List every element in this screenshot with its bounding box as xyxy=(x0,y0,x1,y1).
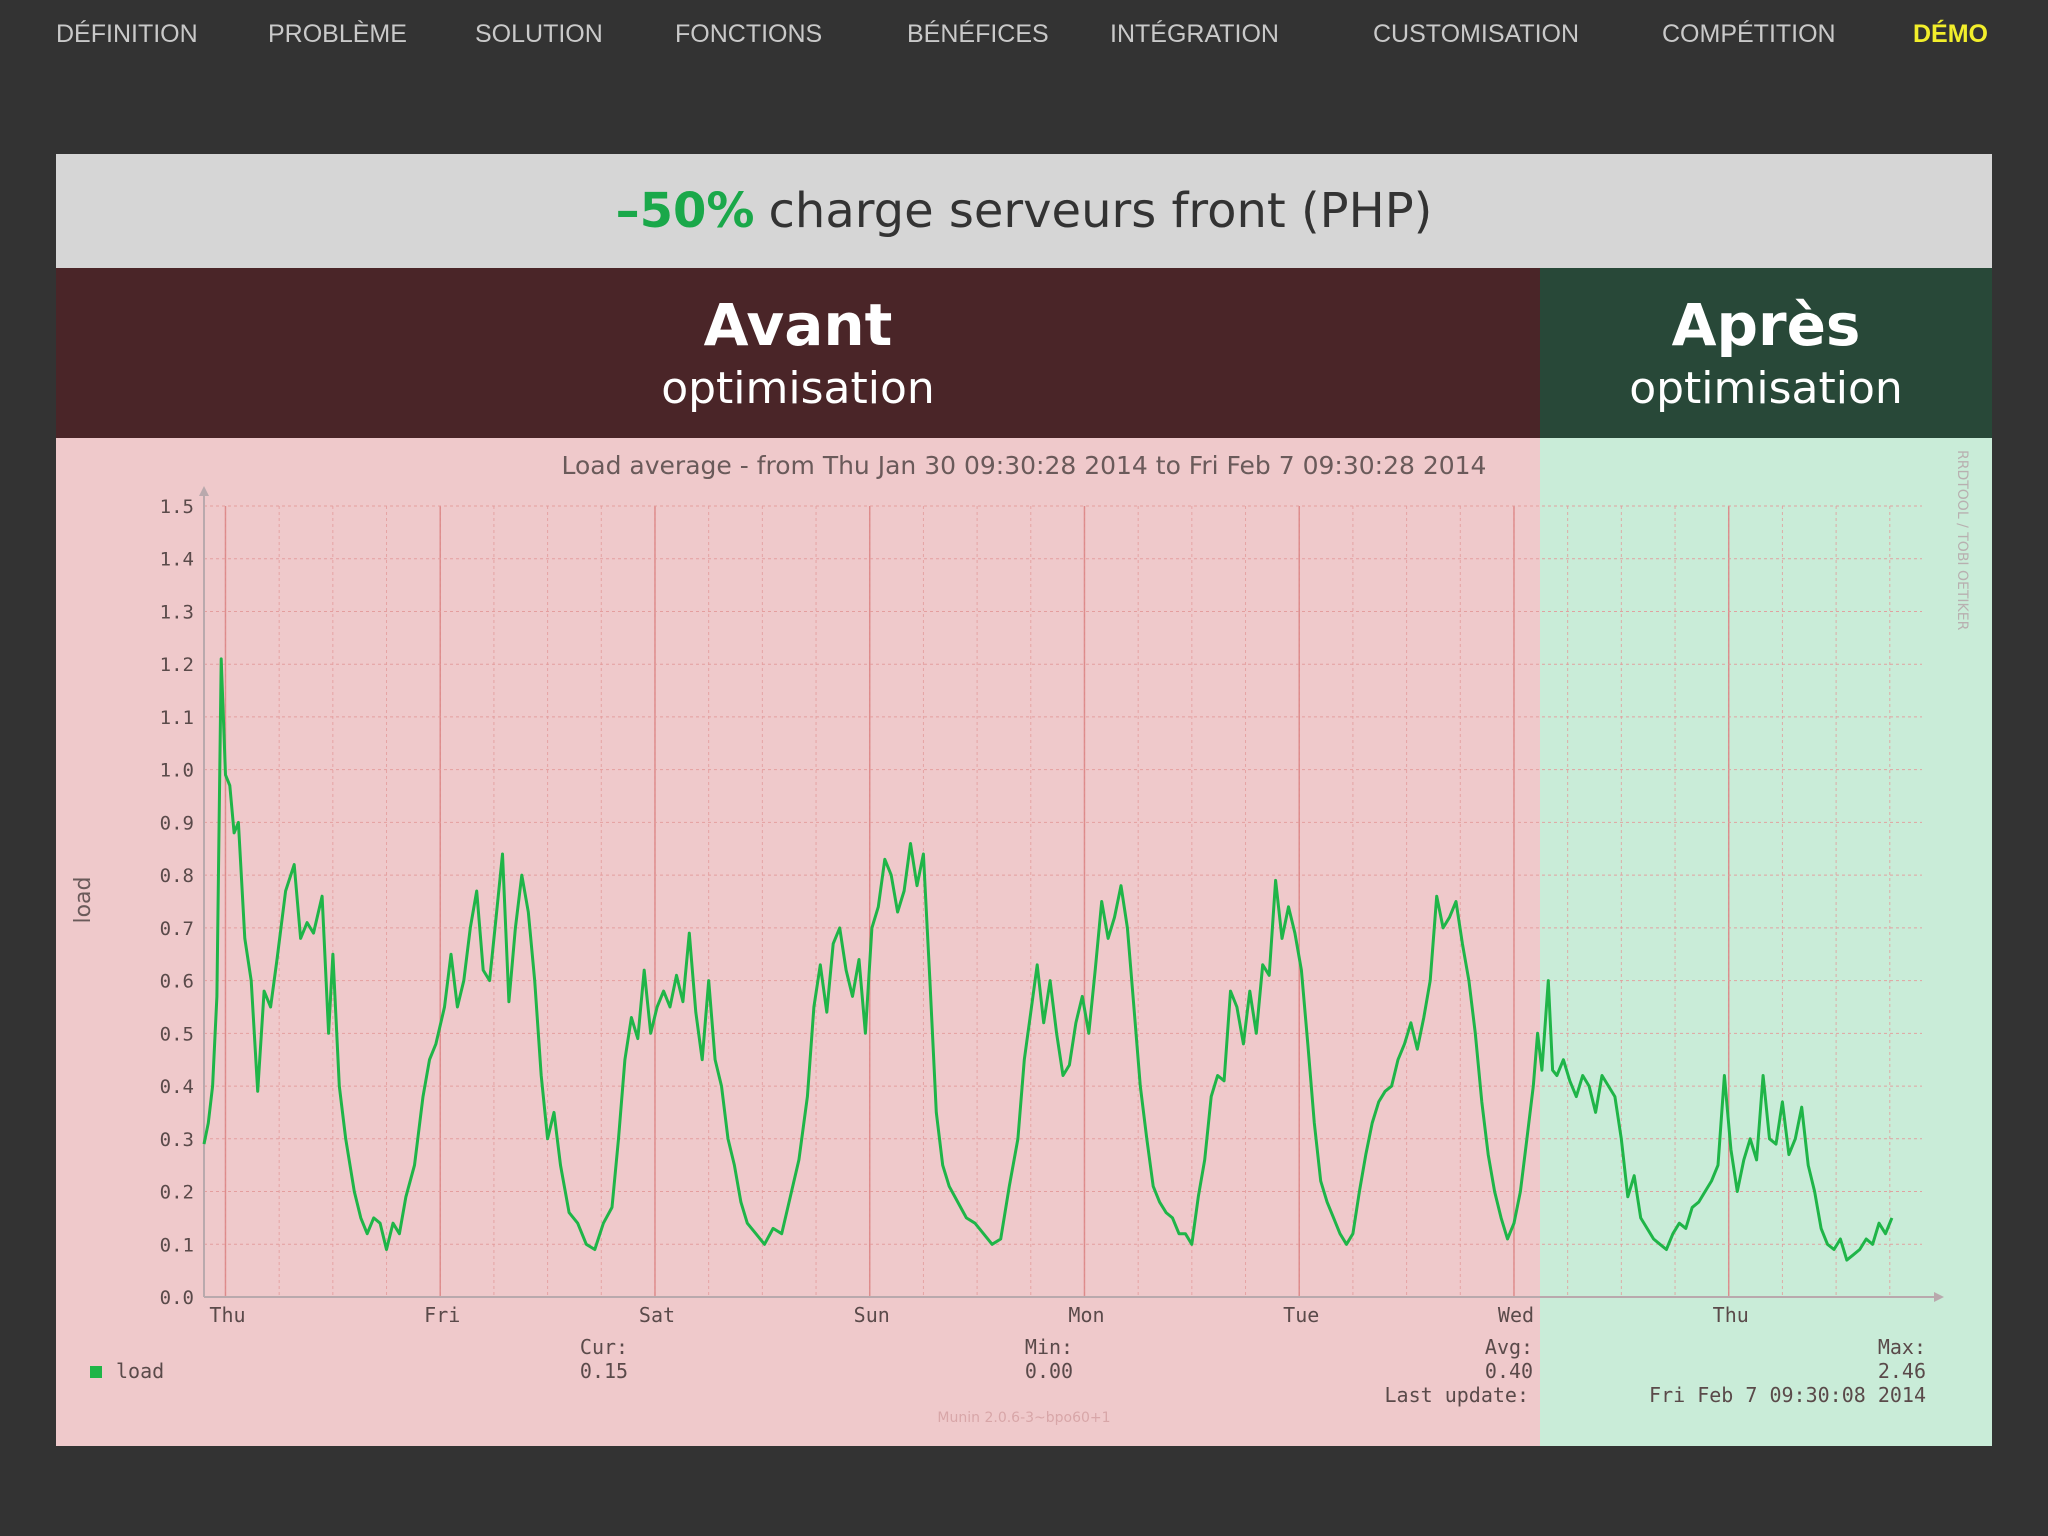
y-tick-label: 1.5 xyxy=(160,496,194,518)
phase-after-banner: Après optimisation xyxy=(1540,268,1992,438)
phase-after-title: Après xyxy=(1671,291,1861,359)
phase-before-subtitle: optimisation xyxy=(661,363,935,414)
series-line-load xyxy=(202,657,1894,1262)
y-tick-label: 1.3 xyxy=(160,601,194,623)
nav-item-probleme[interactable]: PROBLÈME xyxy=(268,20,407,48)
y-tick-label: 0.3 xyxy=(160,1129,194,1151)
legend-swatch-load xyxy=(90,1366,102,1378)
x-tick-label: Mon xyxy=(1068,1303,1104,1327)
y-tick-label: 0.7 xyxy=(160,918,194,940)
nav-item-solution[interactable]: SOLUTION xyxy=(475,20,603,48)
chart-region-after xyxy=(1540,438,1992,1446)
y-tick-label: 1.4 xyxy=(160,549,194,571)
headline-text: charge serveurs front (PHP) xyxy=(768,183,1433,239)
phase-before-banner: Avant optimisation xyxy=(56,268,1540,438)
last-update-label: Last update: xyxy=(1385,1383,1530,1407)
rrdtool-watermark: RRDTOOL / TOBI OETIKER xyxy=(1954,450,1970,631)
legend-stat-value: 2.46 xyxy=(1878,1359,1926,1383)
y-tick-label: 1.2 xyxy=(160,654,194,676)
x-tick-label: Fri xyxy=(424,1303,460,1327)
legend-stat-label: Min: xyxy=(1025,1335,1073,1359)
x-tick-label: Thu xyxy=(1713,1303,1749,1327)
legend-stat-value: 0.40 xyxy=(1485,1359,1533,1383)
x-tick-label: Wed xyxy=(1498,1303,1534,1327)
load-chart: 0.0 0.1 0.2 0.3 0.4 0.5 0.6 0.7 0.8 0.9 1.0 1.1 1.2 1… xyxy=(56,438,1992,1446)
y-tick-label: 0.9 xyxy=(160,812,194,834)
legend-stat-label: Cur: xyxy=(580,1335,628,1359)
phase-after-subtitle: optimisation xyxy=(1629,363,1903,414)
legend-stat-value: 0.00 xyxy=(1025,1359,1073,1383)
last-update-value: Fri Feb 7 09:30:08 2014 xyxy=(1649,1383,1926,1407)
nav-item-fonctions[interactable]: FONCTIONS xyxy=(675,20,823,48)
y-axis-label: load xyxy=(71,876,96,923)
top-navigation: DÉFINITION PROBLÈME SOLUTION FONCTIONS B… xyxy=(0,0,2048,70)
munin-version-footer: Munin 2.0.6-3~bpo60+1 xyxy=(937,1410,1110,1426)
x-tick-label: Sun xyxy=(854,1303,890,1327)
legend-stat-value: 0.15 xyxy=(580,1359,628,1383)
y-tick-label: 0.2 xyxy=(160,1182,194,1204)
chart-title: Load average - from Thu Jan 30 09:30:28 … xyxy=(562,451,1487,480)
y-tick-label: 0.8 xyxy=(160,865,194,887)
nav-item-competition[interactable]: COMPÉTITION xyxy=(1662,20,1836,48)
y-tick-label: 1.1 xyxy=(160,707,194,729)
nav-item-definition[interactable]: DÉFINITION xyxy=(56,20,198,48)
phase-before-title: Avant xyxy=(703,291,893,359)
x-tick-label: Sat xyxy=(639,1303,675,1327)
y-tick-label: 0.6 xyxy=(160,971,194,993)
nav-item-benefices[interactable]: BÉNÉFICES xyxy=(907,20,1049,48)
x-tick-label: Tue xyxy=(1283,1303,1319,1327)
load-chart-panel: 0.0 0.1 0.2 0.3 0.4 0.5 0.6 0.7 0.8 0.9 1.0 1.1 1.2 1… xyxy=(56,438,1992,1446)
nav-item-integration[interactable]: INTÉGRATION xyxy=(1110,20,1279,48)
chart-region-before xyxy=(56,438,1540,1446)
x-tick-label: Thu xyxy=(209,1303,245,1327)
y-tick-label: 0.0 xyxy=(160,1287,194,1309)
y-axis-arrow xyxy=(199,486,209,496)
headline-banner: –50% charge serveurs front (PHP) xyxy=(56,154,1992,268)
legend-stat-label: Avg: xyxy=(1485,1335,1533,1359)
y-tick-label: 0.4 xyxy=(160,1076,194,1098)
y-tick-label: 0.1 xyxy=(160,1234,194,1256)
headline-percentage: –50% xyxy=(615,183,755,239)
x-axis-arrow xyxy=(1934,1292,1944,1302)
y-tick-label: 0.5 xyxy=(160,1023,194,1045)
legend-stat-label: Max: xyxy=(1878,1335,1926,1359)
legend-label-load: load xyxy=(116,1359,164,1383)
nav-item-demo[interactable]: DÉMO xyxy=(1913,20,1988,48)
y-tick-label: 1.0 xyxy=(160,760,194,782)
nav-item-customisation[interactable]: CUSTOMISATION xyxy=(1373,20,1580,48)
